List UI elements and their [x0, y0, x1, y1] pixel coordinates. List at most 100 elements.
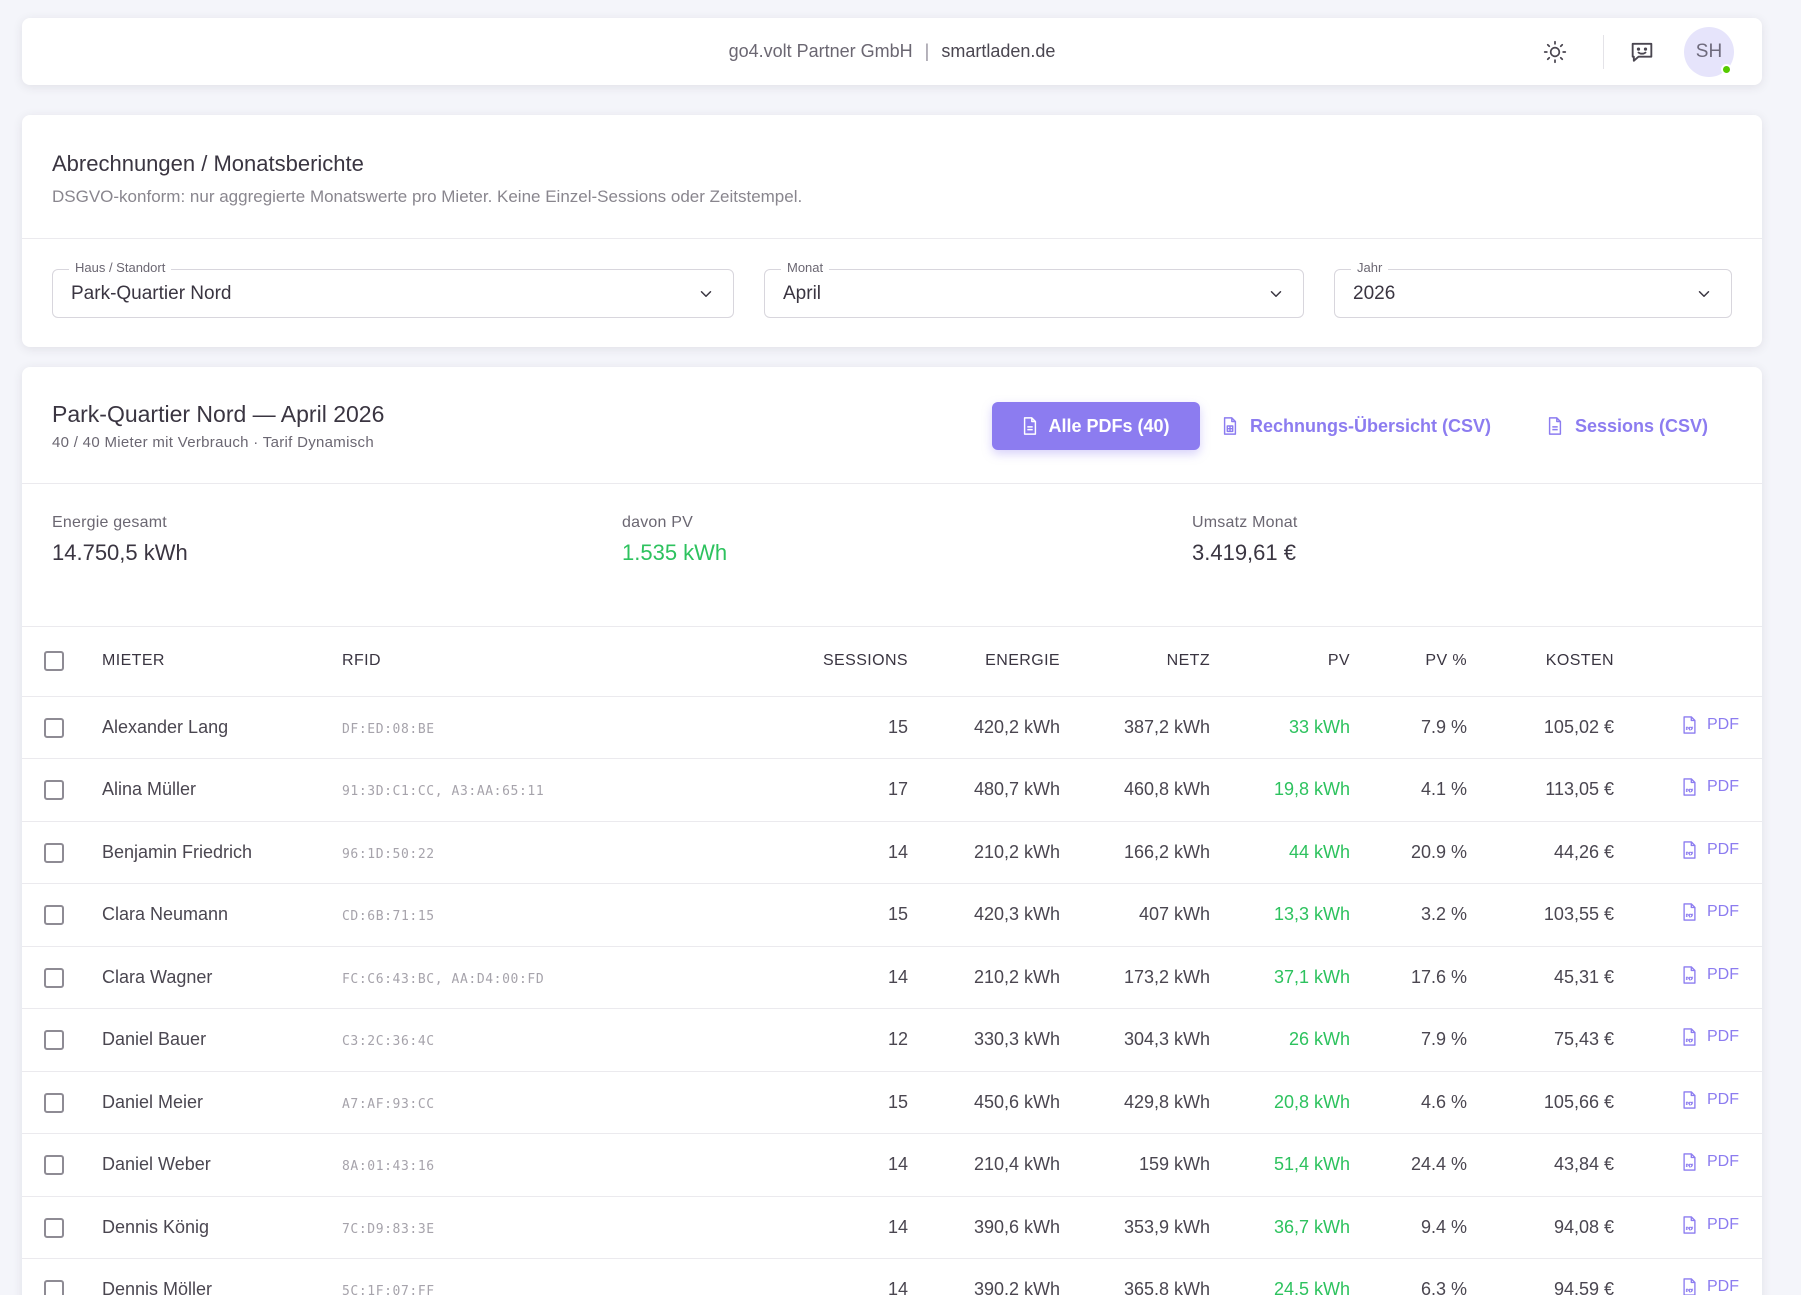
- all-pdfs-button[interactable]: Alle PDFs (40): [992, 402, 1200, 450]
- sessions-value: 14: [762, 1258, 908, 1295]
- tenant-name: Clara Neumann: [102, 883, 342, 947]
- col-header-sessions[interactable]: Sessions: [762, 627, 908, 697]
- grid-value: 166,2 kWh: [1060, 821, 1210, 884]
- sessions-value: 14: [762, 1196, 908, 1259]
- sessions-value: 15: [762, 696, 908, 759]
- pdf-label: PDF: [1707, 1028, 1739, 1046]
- col-header-pv-pct[interactable]: PV %: [1350, 627, 1467, 697]
- stat-energy-value: 14.750,5 kWh: [52, 540, 188, 565]
- row-checkbox[interactable]: [44, 1217, 64, 1238]
- col-header-pv[interactable]: PV: [1210, 627, 1350, 697]
- table-row[interactable]: Dennis König 7C:D9:83:3E 14 390,6 kWh 353,9 …: [22, 1196, 1762, 1259]
- stat-revenue: Umsatz Monat 3.419,61 €: [1192, 514, 1298, 566]
- row-checkbox[interactable]: [44, 967, 64, 988]
- cost-value: 94,08 €: [1467, 1196, 1614, 1259]
- pdf-download-link[interactable]: PDF: [1682, 1278, 1739, 1295]
- chat-icon[interactable]: [1622, 32, 1662, 72]
- select-all-checkbox[interactable]: [44, 651, 64, 672]
- invoice-csv-button[interactable]: Rechnungs-Übersicht (CSV): [1222, 402, 1491, 450]
- pdf-file-icon: [1683, 903, 1696, 922]
- rfid-value: C3:2C:36:4C: [342, 1034, 435, 1050]
- energy-value: 390,2 kWh: [908, 1258, 1060, 1295]
- pdf-download-link[interactable]: PDF: [1682, 778, 1739, 797]
- sessions-value: 14: [762, 821, 908, 884]
- report-title: Park-Quartier Nord — April 2026: [52, 401, 385, 427]
- sessions-csv-button[interactable]: Sessions (CSV): [1547, 402, 1708, 450]
- table-row[interactable]: Benjamin Friedrich 96:1D:50:22 14 210,2 kWh…: [22, 821, 1762, 884]
- tenant-name: Alina Müller: [102, 758, 342, 822]
- sessions-value: 15: [762, 1071, 908, 1134]
- grid-value: 353,9 kWh: [1060, 1196, 1210, 1259]
- sun-icon[interactable]: [1535, 32, 1575, 72]
- table-row[interactable]: Clara Neumann CD:6B:71:15 15 420,3 kWh 407 k…: [22, 883, 1762, 947]
- spreadsheet-icon: [1223, 417, 1237, 435]
- pdf-download-link[interactable]: PDF: [1682, 1216, 1739, 1234]
- domain-name: smartladen.de: [941, 41, 1056, 61]
- rfid-value: 8A:01:43:16: [342, 1159, 435, 1175]
- table-row[interactable]: Daniel Bauer C3:2C:36:4C 12 330,3 kWh 304,3 …: [22, 1008, 1762, 1072]
- col-header-rfid[interactable]: RFID: [342, 627, 762, 697]
- table-row[interactable]: Alina Müller 91:3D:C1:CC, A3:AA:65:11 17 48…: [22, 758, 1762, 822]
- year-select[interactable]: Jahr 2026: [1334, 260, 1732, 318]
- month-select[interactable]: Monat April: [764, 260, 1304, 318]
- pdf-download-link[interactable]: PDF: [1682, 1091, 1739, 1109]
- pdf-download-link[interactable]: PDF: [1682, 1153, 1739, 1172]
- pdf-file-icon: [1683, 715, 1696, 734]
- table-row[interactable]: Clara Wagner FC:C6:43:BC, AA:D4:00:FD 14 21…: [22, 946, 1762, 1009]
- pdf-download-link[interactable]: PDF: [1682, 903, 1739, 922]
- col-header-cost[interactable]: Kosten: [1467, 627, 1614, 697]
- row-checkbox[interactable]: [44, 780, 64, 801]
- cost-value: 105,66 €: [1467, 1071, 1614, 1134]
- pdf-download-link[interactable]: PDF: [1682, 966, 1739, 984]
- rfid-value: CD:6B:71:15: [342, 909, 435, 925]
- document-icon: [1024, 417, 1037, 435]
- stat-pv: davon PV 1.535 kWh: [622, 514, 727, 566]
- pdf-label: PDF: [1707, 1215, 1739, 1233]
- rfid-value: 5C:1F:07:FF: [342, 1284, 435, 1295]
- grid-value: 304,3 kWh: [1060, 1008, 1210, 1072]
- grid-value: 173,2 kWh: [1060, 946, 1210, 1009]
- row-checkbox[interactable]: [44, 842, 64, 863]
- pdf-label: PDF: [1707, 778, 1739, 796]
- pdf-download-link[interactable]: PDF: [1682, 716, 1739, 734]
- table-row[interactable]: Daniel Meier A7:AF:93:CC 15 450,6 kWh 429,8 …: [22, 1071, 1762, 1134]
- col-header-tenant[interactable]: Mieter: [102, 627, 342, 697]
- pv-value: 51,4 kWh: [1210, 1133, 1350, 1197]
- chevron-down-icon: [1698, 291, 1710, 297]
- divider: [1603, 34, 1604, 69]
- energy-value: 210,4 kWh: [908, 1133, 1060, 1197]
- stat-energy-label: Energie gesamt: [52, 514, 167, 531]
- row-checkbox[interactable]: [44, 905, 64, 926]
- stat-energy: Energie gesamt 14.750,5 kWh: [52, 514, 188, 566]
- house-select-value: Park-Quartier Nord: [71, 282, 232, 304]
- tenant-name: Daniel Meier: [102, 1071, 342, 1134]
- energy-value: 390,6 kWh: [908, 1196, 1060, 1259]
- col-header-grid[interactable]: Netz: [1060, 627, 1210, 697]
- pv-value: 26 kWh: [1210, 1008, 1350, 1072]
- row-checkbox[interactable]: [44, 1155, 64, 1176]
- cost-value: 113,05 €: [1467, 758, 1614, 822]
- table-row[interactable]: Daniel Weber 8A:01:43:16 14 210,4 kWh 159 kW…: [22, 1133, 1762, 1197]
- tenant-name: Daniel Weber: [102, 1133, 342, 1197]
- row-checkbox[interactable]: [44, 1280, 64, 1295]
- pv-pct-value: 24.4 %: [1350, 1133, 1467, 1197]
- table-row[interactable]: Alexander Lang DF:ED:08:BE 15 420,2 kWh 387,…: [22, 696, 1762, 759]
- col-header-energy[interactable]: Energie: [908, 627, 1060, 697]
- chevron-down-icon: [1270, 291, 1282, 297]
- pdf-file-icon: [1683, 778, 1696, 797]
- pdf-file-icon: [1683, 1153, 1696, 1172]
- pv-value: 24,5 kWh: [1210, 1258, 1350, 1295]
- avatar[interactable]: SH: [1684, 26, 1734, 77]
- row-checkbox[interactable]: [44, 1092, 64, 1113]
- row-checkbox[interactable]: [44, 717, 64, 738]
- row-checkbox[interactable]: [44, 1030, 64, 1051]
- pdf-download-link[interactable]: PDF: [1682, 1028, 1739, 1047]
- online-status-dot: [1721, 63, 1732, 75]
- table-row[interactable]: Dennis Möller 5C:1F:07:FF 14 390,2 kWh 365,8…: [22, 1258, 1762, 1295]
- report-meta: 40 / 40 Mieter mit Verbrauch · Tarif Dyn…: [52, 434, 374, 451]
- pdf-download-link[interactable]: PDF: [1682, 841, 1739, 859]
- cost-value: 94,59 €: [1467, 1258, 1614, 1295]
- house-select[interactable]: Haus / Standort Park-Quartier Nord: [52, 260, 734, 318]
- pdf-label: PDF: [1707, 840, 1739, 858]
- energy-value: 210,2 kWh: [908, 821, 1060, 884]
